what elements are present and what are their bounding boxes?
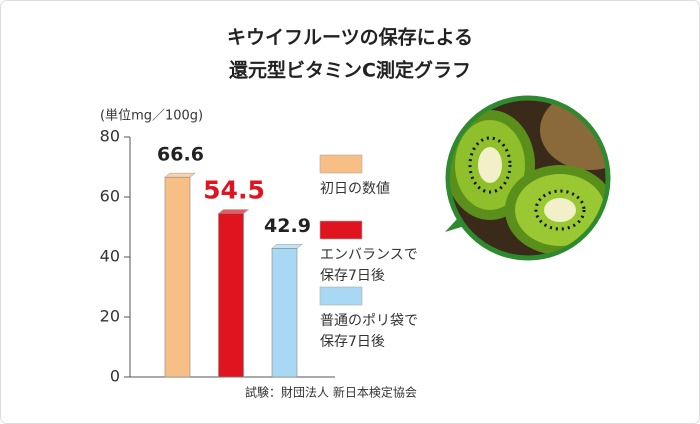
y-tick-label: 40	[100, 247, 120, 266]
bar	[271, 248, 298, 378]
value-label: 42.9	[264, 215, 311, 237]
value-label: 54.5	[203, 176, 265, 205]
bar-top	[217, 209, 250, 214]
kiwi-photo	[445, 95, 611, 261]
y-tick-label: 80	[100, 127, 120, 146]
y-tick-label: 60	[100, 187, 120, 206]
bar-top	[164, 172, 196, 178]
legend-label: 保存7日後	[320, 334, 385, 350]
bar	[218, 213, 244, 378]
legend-swatch	[319, 154, 363, 174]
source-note: 試験：財団法人 新日本検定協会	[245, 385, 417, 400]
bar-top	[271, 244, 303, 249]
legend-label: エンバランスで	[320, 247, 418, 263]
y-tick-label: 20	[100, 307, 120, 326]
legend-swatch	[319, 220, 363, 240]
legend-label: 普通のポリ袋で	[320, 313, 418, 329]
bar	[164, 176, 191, 378]
unit-label: (単位mg／100g)	[100, 108, 203, 124]
chart-title: キウイフルーツの保存による	[227, 26, 473, 49]
legend-label: 初日の数値	[320, 180, 390, 197]
value-label: 66.6	[157, 144, 204, 166]
y-tick-label: 0	[110, 367, 120, 386]
legend-swatch	[319, 286, 363, 306]
chart-title: 還元型ビタミンC測定グラフ	[229, 59, 471, 82]
legend-label: 保存7日後	[320, 268, 385, 284]
